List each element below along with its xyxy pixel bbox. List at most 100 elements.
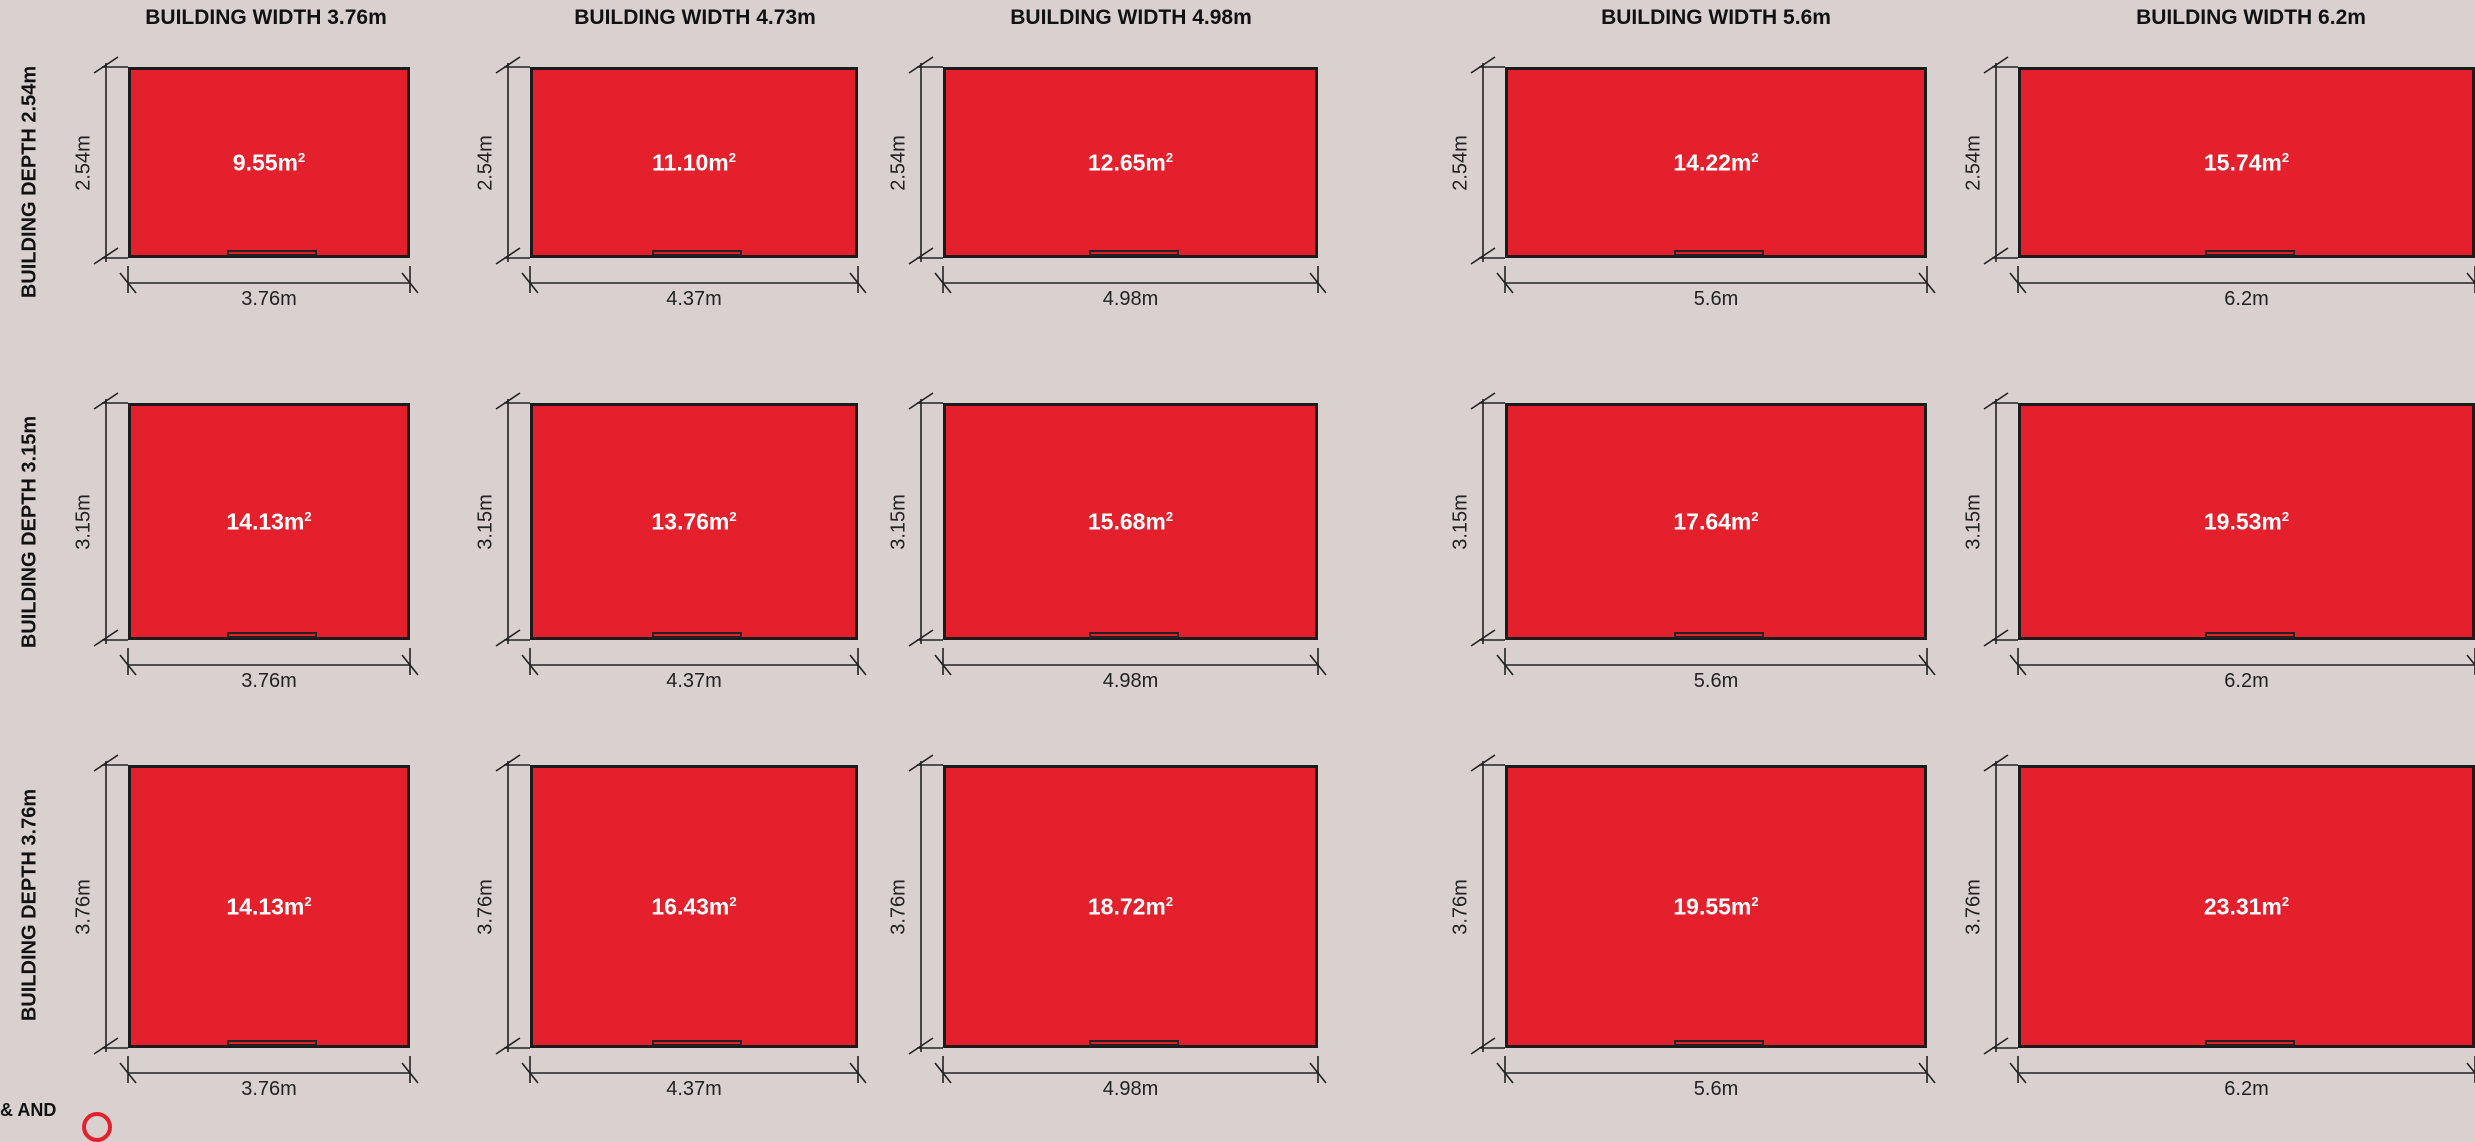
- depth-dimension-label: 2.54m: [474, 134, 497, 191]
- depth-dimension-label: 3.76m: [474, 878, 497, 935]
- depth-tick: [93, 56, 119, 74]
- area-value: 14.22m: [1673, 149, 1752, 175]
- area-label: 14.13m2: [226, 893, 311, 920]
- floorplan-cell: 12.65m2: [943, 67, 1318, 258]
- area-unit-superscript: 2: [1165, 893, 1174, 909]
- floorplan-cell: 19.55m2: [1505, 765, 1927, 1048]
- depth-tick: [1470, 1037, 1496, 1055]
- door-marker: [1088, 1040, 1179, 1046]
- area-value: 16.43m: [651, 893, 730, 919]
- width-tick: [849, 654, 867, 676]
- area-value: 18.72m: [1087, 893, 1166, 919]
- door-marker: [2204, 632, 2295, 638]
- floorplan-cell: 18.72m2: [943, 765, 1318, 1048]
- floorplan-cell: 17.64m2: [1505, 403, 1927, 640]
- floorplan-cell: 13.76m2: [530, 403, 858, 640]
- depth-tick: [495, 247, 521, 265]
- width-tick: [2466, 1062, 2475, 1075]
- width-tick: [1309, 1062, 1327, 1084]
- area-label: 9.55m2: [233, 149, 305, 176]
- area-value: 19.55m: [1673, 893, 1752, 919]
- area-unit-superscript: 2: [304, 508, 312, 524]
- depth-tick: [1983, 392, 2009, 410]
- floorplan-cell: 14.13m2: [128, 403, 410, 640]
- floorplan-cell: 19.53m2: [2018, 403, 2475, 640]
- area-label: 17.64m2: [1673, 508, 1758, 535]
- area-unit-superscript: 2: [1165, 508, 1174, 524]
- door-marker: [652, 250, 742, 256]
- width-dimension-label: 3.76m: [241, 288, 297, 310]
- width-tick: [119, 272, 137, 294]
- width-dimension-label: 3.76m: [241, 670, 297, 692]
- door-marker: [652, 1040, 742, 1046]
- width-dimension-label: 5.6m: [1693, 670, 1739, 692]
- column-header: BUILDING WIDTH 6.2m: [2136, 6, 2366, 29]
- width-tick: [1309, 272, 1327, 294]
- depth-tick: [93, 754, 119, 772]
- width-tick: [401, 654, 419, 676]
- depth-dimension-label: 2.54m: [1962, 134, 1985, 191]
- area-label: 23.31m2: [2204, 893, 2289, 920]
- depth-tick: [495, 56, 521, 74]
- area-value: 23.31m: [2203, 893, 2282, 919]
- floorplan-cell: 14.13m2: [128, 765, 410, 1048]
- width-tick: [2466, 272, 2475, 285]
- depth-tick: [908, 247, 934, 265]
- width-tick: [849, 1062, 867, 1084]
- depth-tick: [1470, 629, 1496, 647]
- width-tick: [1918, 272, 1936, 294]
- width-dimension-label: 4.37m: [666, 670, 722, 692]
- area-value: 9.55m: [232, 149, 298, 175]
- area-value: 14.13m: [226, 508, 305, 534]
- area-value: 12.65m: [1087, 149, 1166, 175]
- column-header: BUILDING WIDTH 3.76m: [145, 6, 387, 29]
- area-unit-superscript: 2: [2281, 893, 2290, 909]
- width-tick: [401, 272, 419, 294]
- width-tick: [849, 272, 867, 294]
- area-value: 14.13m: [226, 893, 305, 919]
- depth-tick: [93, 629, 119, 647]
- width-tick: [521, 272, 539, 294]
- depth-dimension-label: 3.15m: [1962, 493, 1985, 550]
- area-value: 15.68m: [1087, 508, 1166, 534]
- depth-dimension-label: 3.15m: [1449, 493, 1472, 550]
- width-dimension-label: 3.76m: [241, 1078, 297, 1100]
- area-label: 12.65m2: [1088, 149, 1173, 176]
- door-marker: [1088, 250, 1179, 256]
- column-header: BUILDING WIDTH 5.6m: [1601, 6, 1831, 29]
- width-dimension-label: 6.2m: [2224, 288, 2269, 310]
- width-tick: [2009, 654, 2027, 676]
- depth-dimension-label: 2.54m: [887, 134, 910, 191]
- area-label: 14.13m2: [226, 508, 311, 535]
- width-dimension-label: 4.37m: [666, 288, 722, 310]
- area-unit-superscript: 2: [304, 893, 312, 909]
- area-value: 13.76m: [651, 508, 730, 534]
- width-tick: [521, 654, 539, 676]
- depth-tick: [93, 247, 119, 265]
- row-label: BUILDING DEPTH 2.54m: [18, 65, 41, 299]
- depth-tick: [495, 392, 521, 410]
- row-label: BUILDING DEPTH 3.15m: [18, 415, 41, 649]
- depth-tick: [93, 1037, 119, 1055]
- width-dimension-label: 4.98m: [1102, 1078, 1159, 1100]
- footer-text: & AND: [0, 1100, 57, 1120]
- width-dimension-label: 5.6m: [1693, 288, 1739, 310]
- depth-tick: [1983, 1037, 2009, 1055]
- width-tick: [2009, 1062, 2027, 1084]
- door-marker: [227, 1040, 317, 1046]
- depth-dimension-label: 3.76m: [72, 878, 95, 935]
- area-label: 14.22m2: [1673, 149, 1758, 176]
- width-dimension-label: 6.2m: [2224, 670, 2269, 692]
- door-marker: [1674, 250, 1764, 256]
- width-dimension-label: 4.37m: [666, 1078, 722, 1100]
- area-unit-superscript: 2: [2281, 149, 2290, 165]
- depth-dimension-label: 3.76m: [1962, 878, 1985, 935]
- width-tick: [934, 272, 952, 294]
- depth-tick: [908, 629, 934, 647]
- floorplan-cell: 11.10m2: [530, 67, 858, 258]
- depth-dimension-label: 2.54m: [1449, 134, 1472, 191]
- depth-tick: [1470, 392, 1496, 410]
- width-tick: [2466, 654, 2475, 667]
- width-dimension-label: 6.2m: [2224, 1078, 2269, 1100]
- width-dimension-label: 4.98m: [1102, 670, 1159, 692]
